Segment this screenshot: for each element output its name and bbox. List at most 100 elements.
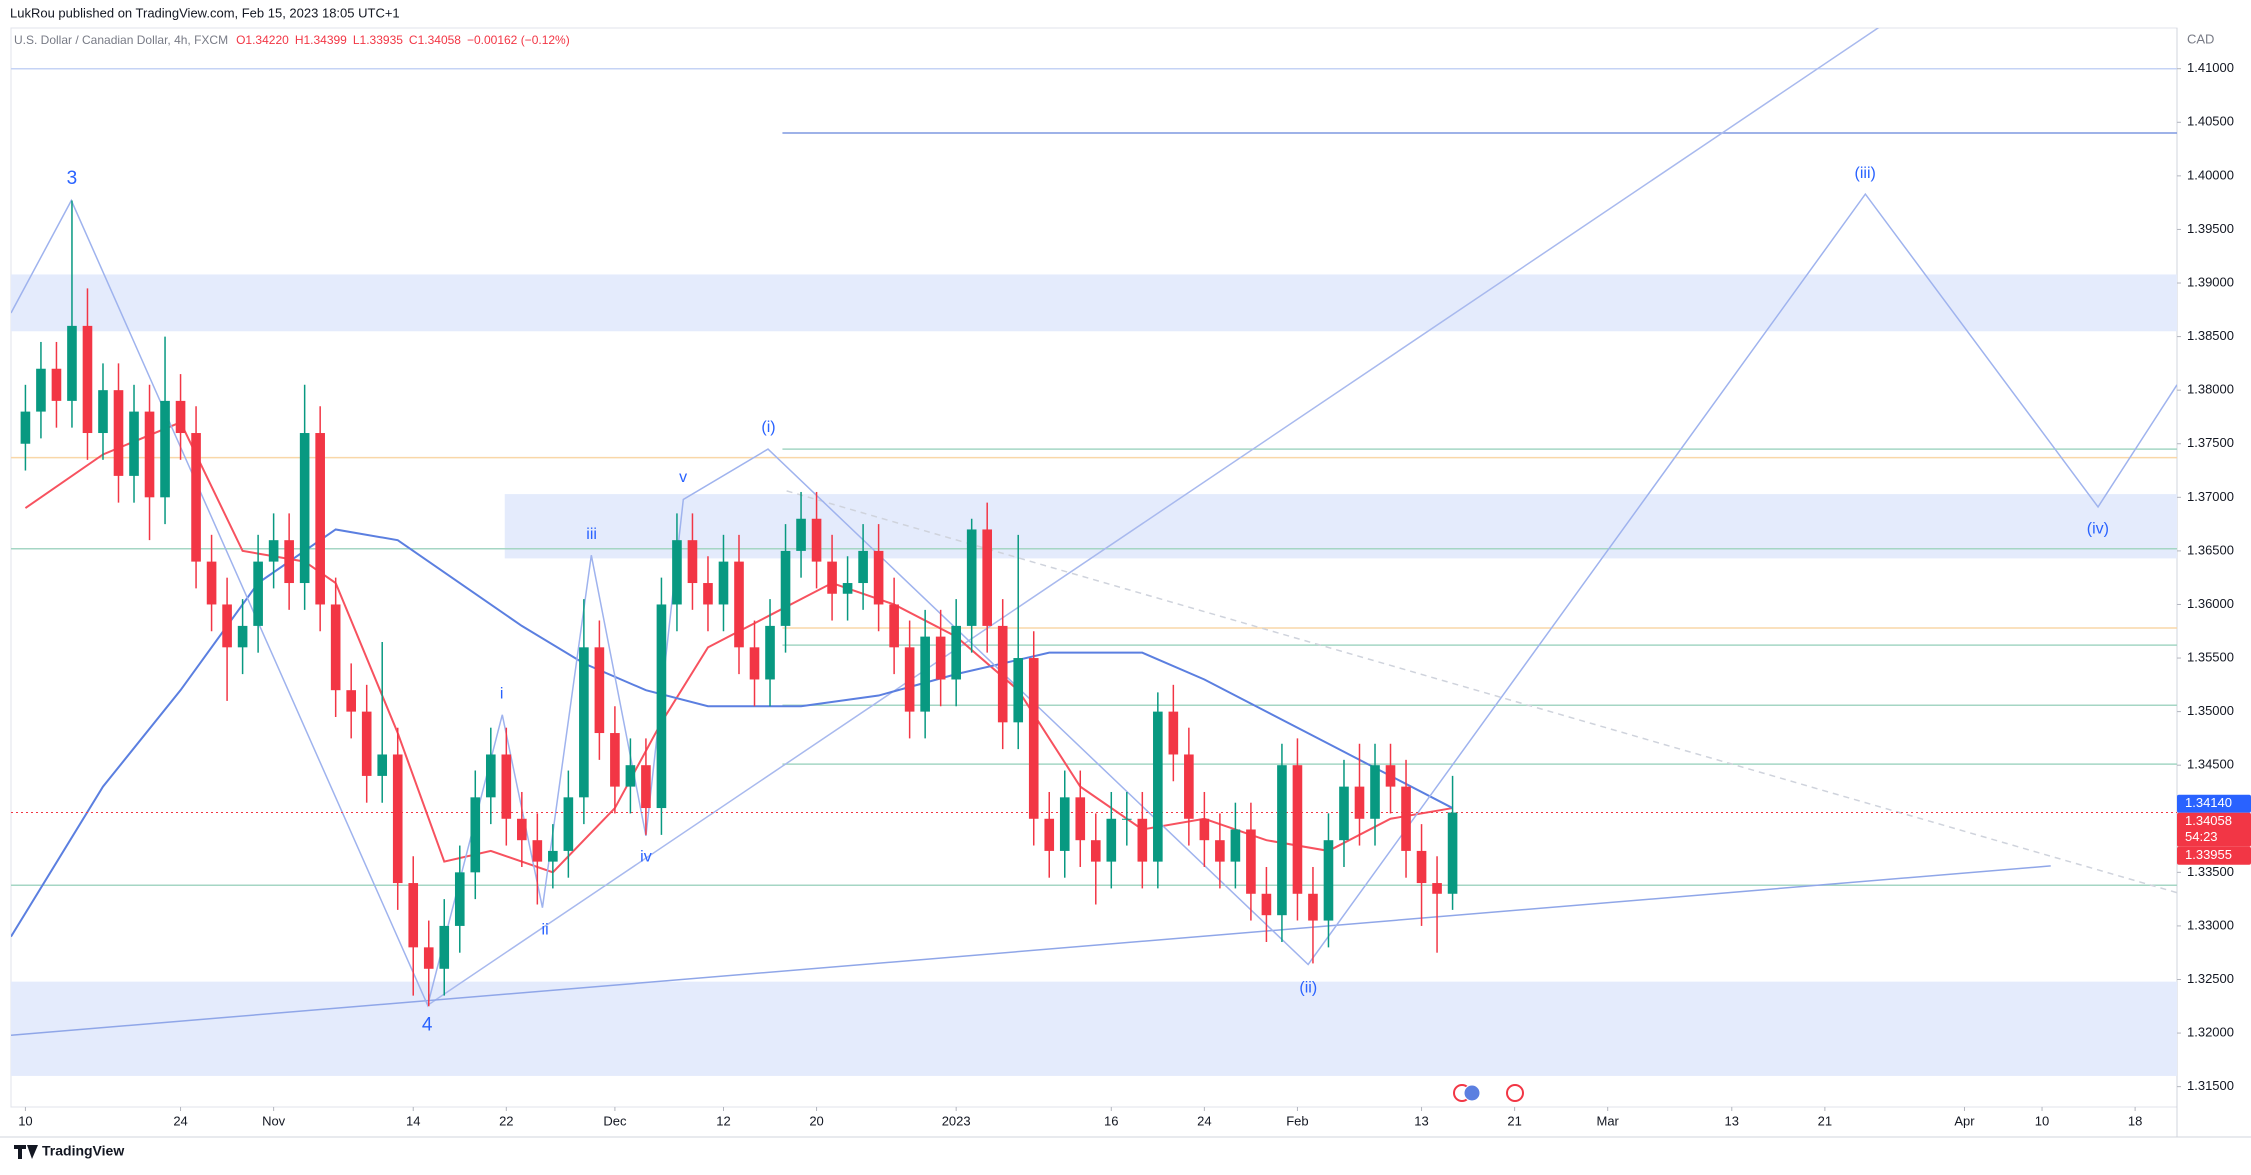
candle-body: [113, 390, 124, 476]
candle-body: [1230, 829, 1241, 862]
candle-body: [160, 400, 170, 498]
y-tick-label: 1.40000: [2187, 167, 2234, 182]
currency: CAD: [2187, 31, 2214, 46]
wave-label: 4: [422, 1015, 433, 1036]
footer-brand: TradingView: [42, 1143, 124, 1159]
symbol-title: U.S. Dollar / Canadian Dollar, 4h, FXCM: [14, 33, 228, 47]
candle-body: [175, 400, 186, 434]
candle-body: [811, 518, 822, 562]
wave-label: v: [679, 469, 687, 486]
candle-body: [1292, 765, 1303, 894]
y-tick-label: 1.37000: [2187, 489, 2234, 504]
wave-label: ii: [542, 921, 549, 938]
candle-body: [1168, 711, 1179, 755]
x-tick-label: 14: [406, 1113, 420, 1128]
x-tick-label: 13: [1725, 1113, 1739, 1128]
candle-body: [144, 411, 155, 498]
candle-body: [842, 583, 853, 594]
candle-body: [966, 529, 977, 626]
wave-label: i: [500, 686, 504, 703]
candle-body: [563, 797, 574, 851]
candle-body: [780, 550, 791, 626]
event-icon[interactable]: [1463, 1084, 1481, 1102]
wave-label: (i): [761, 419, 775, 436]
candle-body: [206, 561, 217, 605]
y-tick-label: 1.34500: [2187, 757, 2234, 772]
candle-body: [1370, 765, 1380, 819]
candle-body: [997, 625, 1008, 723]
candle-body: [904, 647, 915, 712]
candle-body: [749, 647, 760, 680]
candle-body: [222, 604, 232, 648]
candle-body: [1199, 818, 1210, 841]
wave-label: iv: [640, 849, 652, 866]
candle-body: [1246, 829, 1256, 894]
moving-average: [11, 528, 1454, 938]
candle-body: [1385, 765, 1396, 787]
x-tick-label: 21: [1818, 1113, 1832, 1128]
x-tick-label: 12: [716, 1113, 730, 1128]
event-icon[interactable]: [1506, 1084, 1524, 1102]
candle-body: [423, 947, 434, 969]
candle-body: [873, 550, 884, 605]
candle-body: [827, 561, 837, 594]
y-tick-label: 1.33000: [2187, 917, 2234, 932]
x-tick-label: 20: [809, 1113, 823, 1128]
candle-body: [408, 883, 419, 948]
y-tick-label: 1.39500: [2187, 221, 2234, 236]
candle-body: [641, 765, 651, 809]
candle-body: [951, 625, 961, 680]
zone: [11, 274, 2177, 332]
candle-body: [1339, 786, 1349, 841]
candle-body: [1013, 658, 1024, 723]
candle-body: [672, 540, 682, 605]
candle-body: [1153, 711, 1163, 862]
candle-body: [284, 540, 294, 584]
candle-body: [1106, 818, 1117, 862]
candle-body: [734, 561, 744, 648]
candle-body: [1261, 893, 1272, 916]
x-tick-label: 10: [2035, 1113, 2049, 1128]
candle-body: [501, 754, 512, 819]
x-tick-label: 18: [2128, 1113, 2142, 1128]
ohlc-value: L1.33935: [353, 33, 403, 47]
candle-body: [1447, 812, 1458, 894]
candle-body: [920, 636, 930, 712]
candle-body: [858, 550, 868, 584]
candle-body: [82, 325, 93, 434]
candle-body: [268, 540, 279, 562]
x-tick-label: 24: [1197, 1113, 1211, 1128]
x-tick-label: Feb: [1286, 1113, 1308, 1128]
candle-body: [1277, 765, 1287, 916]
x-tick-label: Nov: [262, 1113, 286, 1128]
candle-body: [191, 433, 201, 562]
ohlc-value: C1.34058: [409, 33, 461, 47]
x-tick-label: 21: [1507, 1113, 1521, 1128]
candle-body: [299, 433, 310, 584]
price-tag-label: 1.33955: [2185, 847, 2232, 862]
candle-body: [718, 561, 729, 605]
x-tick-label: 2023: [942, 1113, 971, 1128]
ohlc-value: H1.34399: [295, 33, 347, 47]
zone: [504, 494, 2177, 559]
foreground-layer: U.S. Dollar / Canadian Dollar, 4h, FXCM O…: [14, 33, 2251, 1128]
y-tick-label: 1.39000: [2187, 274, 2234, 289]
wave-path: [11, 192, 2177, 1008]
y-tick-label: 1.32000: [2187, 1025, 2234, 1040]
y-tick-label: 1.36000: [2187, 596, 2234, 611]
candle-body: [517, 818, 527, 841]
candle-body: [1059, 797, 1070, 851]
candle-body: [656, 604, 667, 809]
logo: [14, 1145, 38, 1159]
y-tick-label: 1.37500: [2187, 435, 2234, 450]
candle-body: [935, 636, 946, 680]
candle-body: [1075, 797, 1086, 841]
candle-body: [1308, 893, 1318, 921]
candle-body: [51, 368, 62, 401]
y-tick-label: 1.31500: [2187, 1078, 2234, 1093]
countdown: 54:23: [2185, 829, 2218, 844]
candle-body: [610, 733, 620, 787]
candle-body: [579, 647, 589, 798]
candle-body: [36, 368, 46, 412]
